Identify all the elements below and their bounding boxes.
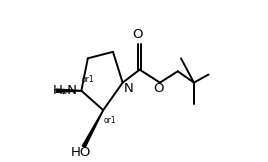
Polygon shape [82,110,103,147]
Text: HO: HO [71,146,92,159]
Text: or1: or1 [81,75,94,84]
Text: H₂N: H₂N [53,84,78,97]
Text: N: N [124,82,134,95]
Text: O: O [132,28,143,40]
Polygon shape [56,89,81,92]
Text: O: O [153,82,163,95]
Text: or1: or1 [104,116,117,125]
